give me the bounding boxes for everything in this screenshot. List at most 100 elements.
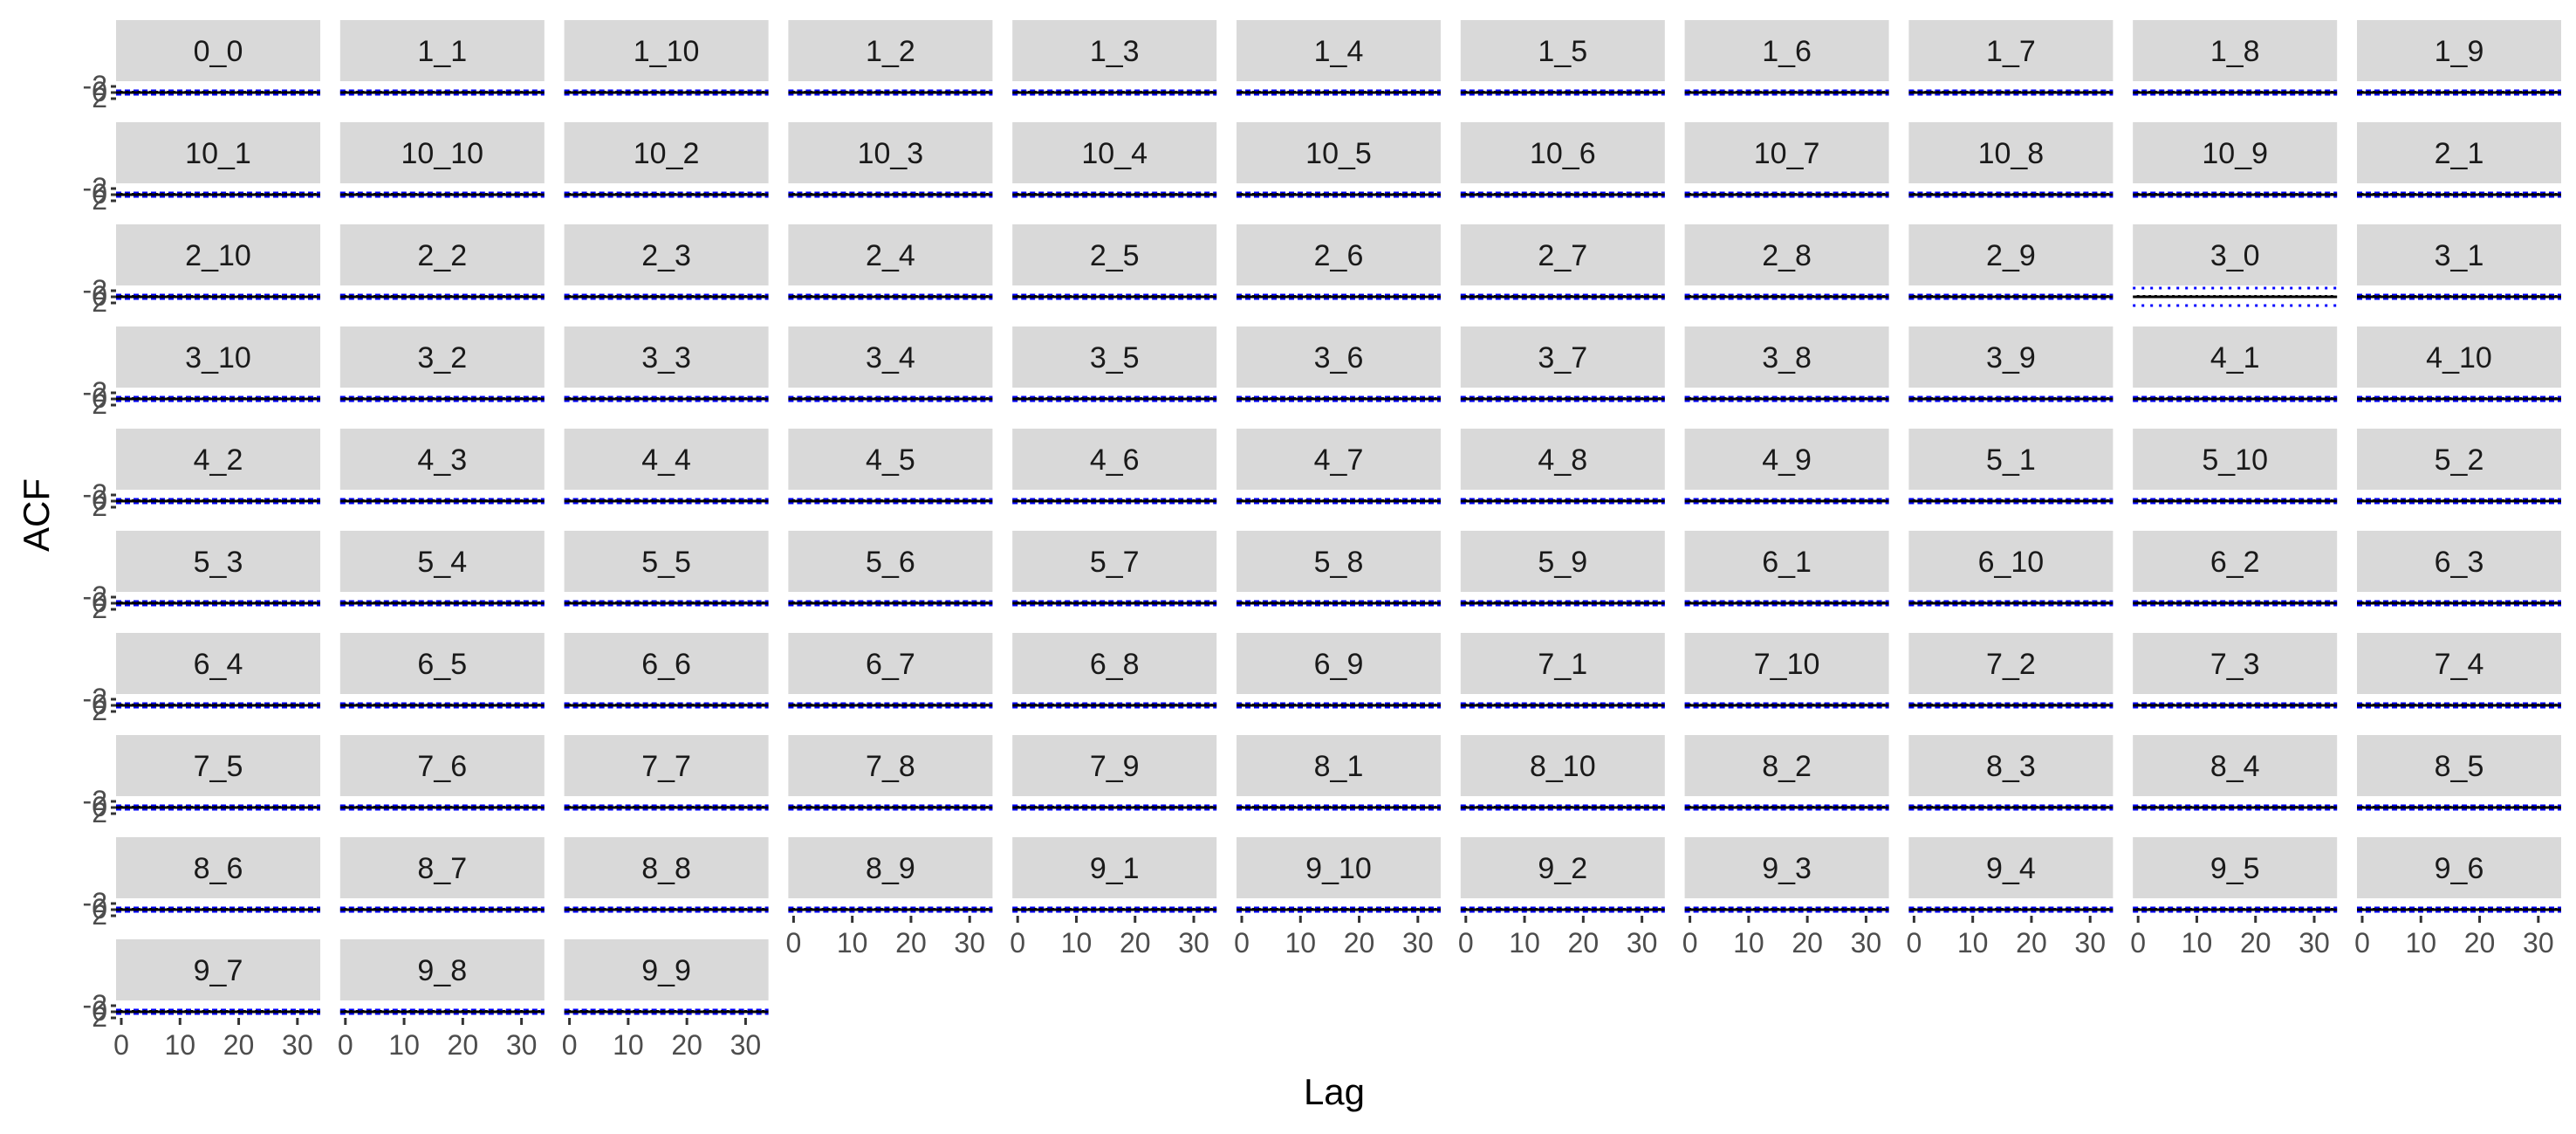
facet-strip-label: 2_6 [1314, 239, 1364, 272]
x-tick-label: 30 [1627, 927, 1658, 959]
x-tick-label: 20 [448, 1029, 479, 1061]
facet-strip [1908, 633, 2114, 694]
facet-panel: 7_8 [788, 735, 993, 811]
facet-panel: 5_5 [564, 531, 769, 607]
y-tick-label: 0 [92, 76, 107, 107]
facet-strip-label: 10_8 [1978, 137, 2045, 170]
facet-strip-label: 6_6 [641, 648, 691, 681]
facet-strip [339, 837, 545, 898]
facet-strip [1012, 224, 1217, 285]
facet-panel: 8_9 0 10 20 30 [786, 837, 993, 959]
facet-strip [1908, 224, 2114, 285]
facet-strip [1460, 326, 1665, 388]
facet-strip [116, 531, 320, 592]
facet-strip [339, 224, 545, 285]
facet-strip [788, 531, 993, 592]
x-tick-label: 30 [1178, 927, 1209, 959]
y-tick-label: 0 [92, 791, 107, 822]
facet-strip [339, 326, 545, 388]
facet-strip-label: 6_7 [866, 648, 915, 681]
facet-panel: 1_4 [1237, 20, 1441, 96]
x-tick-label: 20 [2464, 927, 2496, 959]
facet-strip-label: 4_3 [417, 443, 467, 477]
y-tick-label: -2 [83, 581, 107, 612]
x-tick-label: 20 [2016, 927, 2047, 959]
facet-strip-label: 10_7 [1754, 137, 1820, 170]
facet-strip [2357, 326, 2561, 388]
facet-strip-label: 3_4 [866, 341, 915, 375]
facet-strip [1012, 20, 1217, 81]
y-tick-label: 0 [92, 280, 107, 312]
facet-panel: 8_3 [1908, 735, 2114, 811]
facet-strip-label: 9_2 [1538, 852, 1587, 885]
x-tick-label: 20 [2240, 927, 2271, 959]
facet-panel: 2_10 -202 [83, 224, 320, 318]
facet-strip [1684, 531, 1889, 592]
facet-strip-label: 9_8 [417, 954, 467, 987]
facet-panel: 2_3 [564, 224, 769, 300]
facet-panel: 10_7 [1684, 122, 1889, 198]
facet-strip [1684, 122, 1889, 183]
x-tick-label: 20 [1568, 927, 1600, 959]
facet-strip-label: 7_4 [2435, 648, 2484, 681]
facet-strip-label: 8_5 [2435, 750, 2484, 783]
facet-strip [2133, 633, 2338, 694]
facet-strip-label: 1_8 [2210, 35, 2260, 68]
facet-panel: 4_10 [2357, 326, 2561, 402]
facet-panel: 3_5 [1012, 326, 1217, 402]
facet-panel: 0_0 -202 [83, 20, 320, 113]
facet-strip-label: 7_8 [866, 750, 915, 783]
facet-strip-label: 7_10 [1754, 648, 1820, 681]
y-tick-label: -2 [83, 172, 107, 203]
facet-strip [564, 122, 769, 183]
facet-strip [1237, 633, 1441, 694]
x-tick-label: 30 [282, 1029, 313, 1061]
facet-strip [2133, 837, 2338, 898]
facet-strip [788, 122, 993, 183]
facet-strip-label: 4_4 [641, 443, 691, 477]
facet-panel: 5_7 [1012, 531, 1217, 607]
facet-strip-label: 1_9 [2435, 35, 2484, 68]
facet-strip-label: 8_7 [417, 852, 467, 885]
x-tick-label: 0 [1907, 927, 1922, 959]
x-tick-label: 10 [613, 1029, 644, 1061]
x-tick-label: 20 [1792, 927, 1823, 959]
facet-strip-label: 5_8 [1314, 546, 1364, 579]
facet-strip [564, 429, 769, 490]
facet-strip [1684, 224, 1889, 285]
y-tick-label: 2 [92, 388, 107, 420]
facet-strip-label: 9_5 [2210, 852, 2260, 885]
x-tick-label: 30 [506, 1029, 538, 1061]
facet-panel: 7_6 [339, 735, 545, 811]
facet-panel: 2_1 [2357, 122, 2561, 198]
facet-panel: 9_8 0 10 20 30 [338, 939, 545, 1061]
y-tick-label: -2 [83, 376, 107, 408]
facet-panel: 2_8 [1684, 224, 1889, 300]
facet-panel: 3_8 [1684, 326, 1889, 402]
facet-strip [2357, 735, 2561, 796]
facet-strip-label: 6_3 [2435, 546, 2484, 579]
facet-panel: 1_1 [339, 20, 545, 96]
facet-strip [1237, 429, 1441, 490]
y-tick-label: -2 [83, 478, 107, 510]
x-tick-label: 30 [730, 1029, 762, 1061]
facet-strip-label: 6_5 [417, 648, 467, 681]
facet-strip-label: 10_2 [634, 137, 700, 170]
y-tick-label: 2 [92, 695, 107, 726]
facet-strip-label: 9_7 [194, 954, 243, 987]
facet-strip [564, 224, 769, 285]
facet-panel: 8_7 [339, 837, 545, 913]
facet-strip [1460, 429, 1665, 490]
facet-strip-label: 3_0 [2210, 239, 2260, 272]
facet-strip-label: 5_2 [2435, 443, 2484, 477]
facet-strip-label: 5_9 [1538, 546, 1587, 579]
facet-panel: 1_3 [1012, 20, 1217, 96]
facet-panel: 9_1 0 10 20 30 [1010, 837, 1217, 959]
facet-strip-label: 10_1 [185, 137, 251, 170]
x-tick-label: 0 [2130, 927, 2146, 959]
y-tick-label: -2 [83, 887, 107, 918]
facet-strip-label: 5_3 [194, 546, 243, 579]
y-tick-label: 0 [92, 893, 107, 924]
